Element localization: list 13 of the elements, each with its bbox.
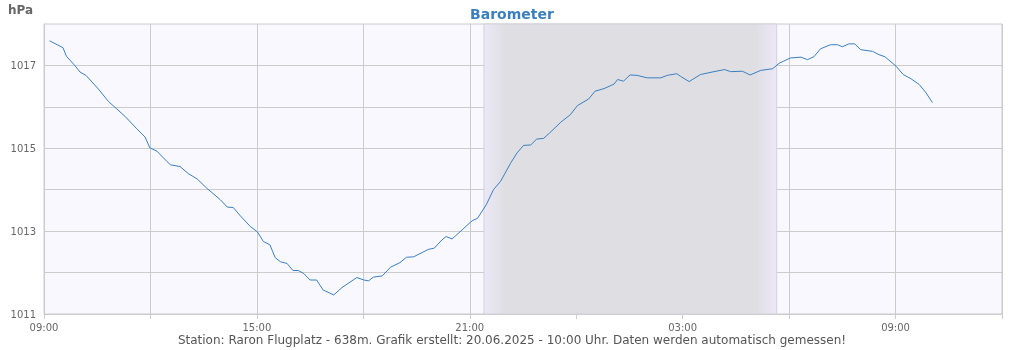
- text: Station: Raron Flugplatz - 638m. Grafik erstellt: 20.06.2025 - 10:00 Uhr. Daten werden automatisch gemessen!: [177, 333, 847, 347]
- y-axis-title: hPa: [8, 3, 34, 17]
- y-tick-label: 1017: [10, 59, 36, 71]
- x-tick-label: 09:00: [881, 321, 910, 333]
- x-tick-label: 21:00: [455, 321, 485, 333]
- x-tick-label: 09:00: [29, 321, 59, 333]
- y-tick-label: 1013: [10, 225, 36, 237]
- x-tick-label: 03:00: [668, 321, 698, 333]
- y-tick-label: 1015: [10, 142, 36, 154]
- line-series: [49, 40, 933, 296]
- y-tick-label: 1011: [10, 308, 36, 320]
- x-tick-label: 15:00: [242, 321, 272, 333]
- chart-title: Barometer: [470, 6, 554, 22]
